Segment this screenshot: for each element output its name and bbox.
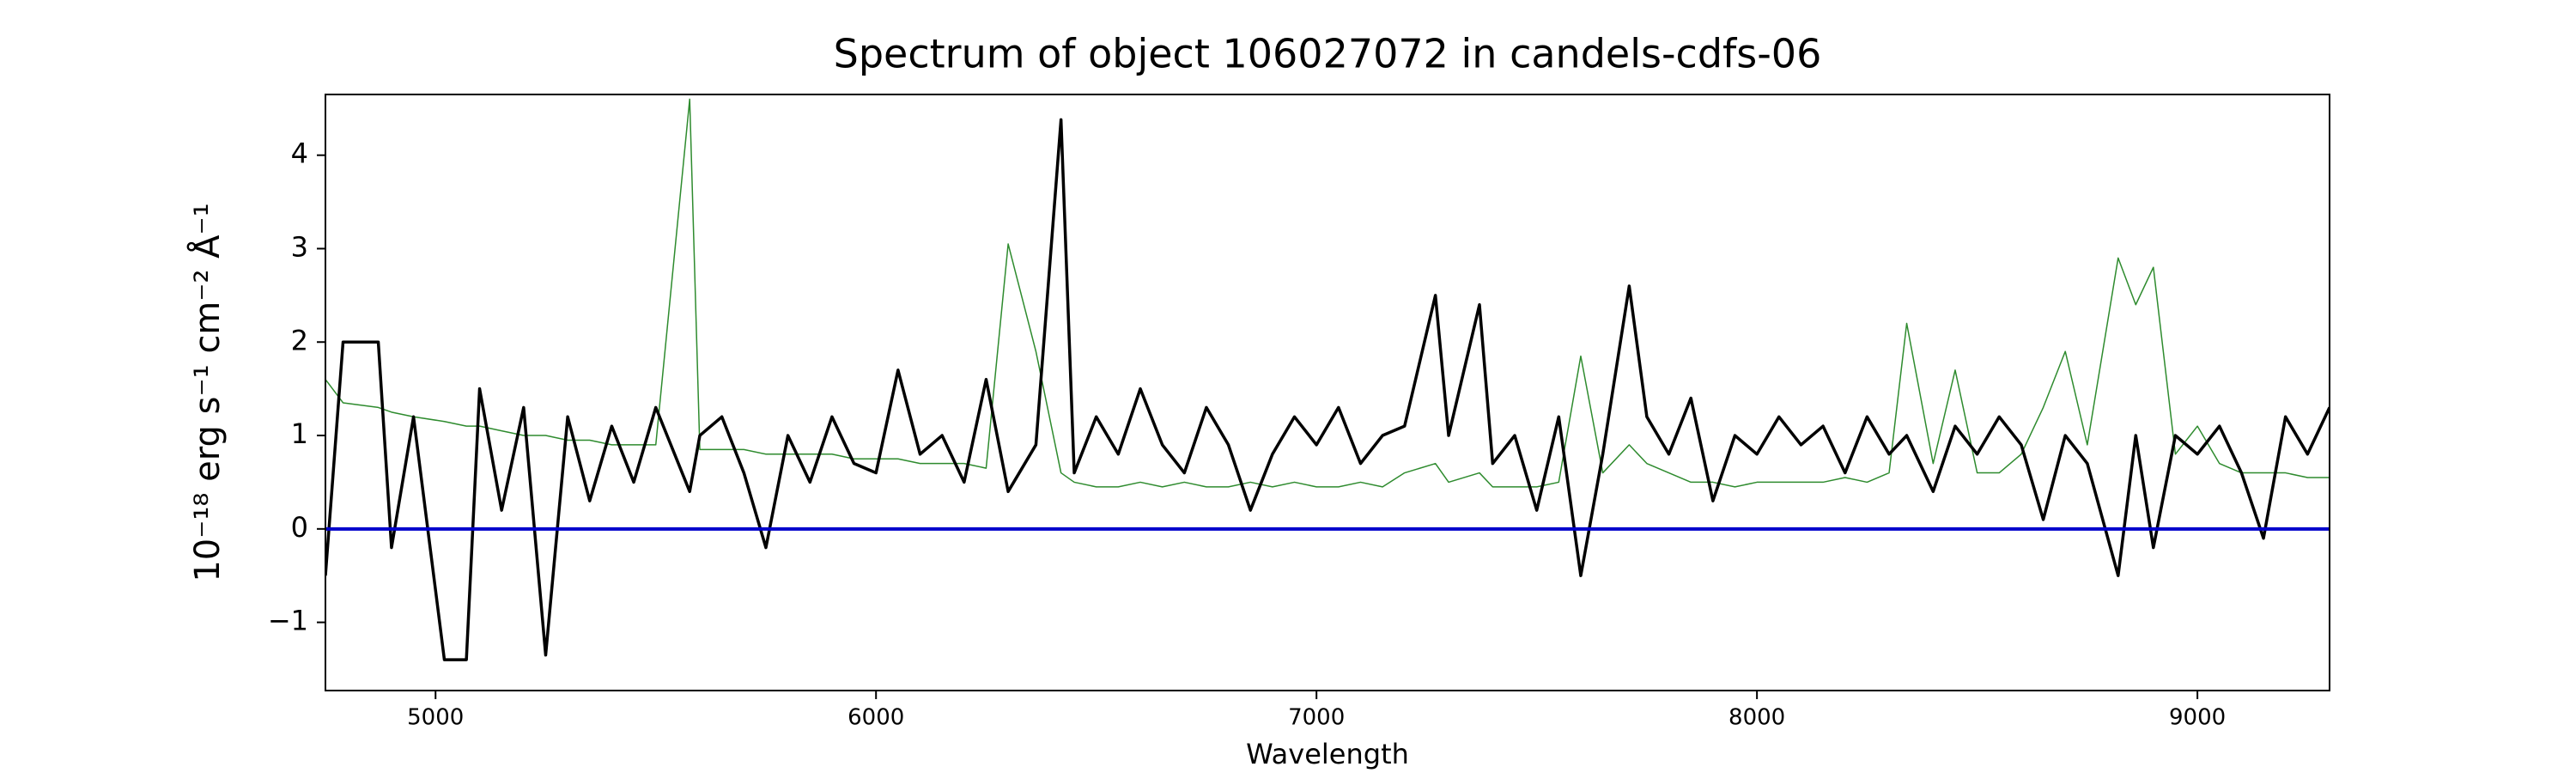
- chart-title: Spectrum of object 106027072 in candels-…: [834, 31, 1822, 77]
- y-tick-label: 4: [291, 137, 308, 170]
- x-tick-label: 5000: [407, 705, 464, 731]
- y-tick-label: 1: [291, 417, 308, 450]
- x-tick-label: 8000: [1728, 705, 1785, 731]
- y-tick-label: −1: [268, 605, 308, 637]
- y-axis-label: 10⁻¹⁸ erg s⁻¹ cm⁻² Å⁻¹: [186, 203, 228, 581]
- x-axis-label: Wavelength: [1246, 738, 1409, 770]
- y-tick-label: 2: [291, 324, 308, 356]
- x-tick-label: 7000: [1288, 705, 1345, 731]
- plot-frame: [325, 94, 2330, 691]
- spectrum-line: [325, 118, 2330, 661]
- y-tick-label: 0: [291, 511, 308, 544]
- x-tick-label: 9000: [2169, 705, 2226, 731]
- spectrum-line: [325, 98, 2330, 488]
- y-tick-label: 3: [291, 230, 308, 263]
- x-tick-label: 6000: [848, 705, 904, 731]
